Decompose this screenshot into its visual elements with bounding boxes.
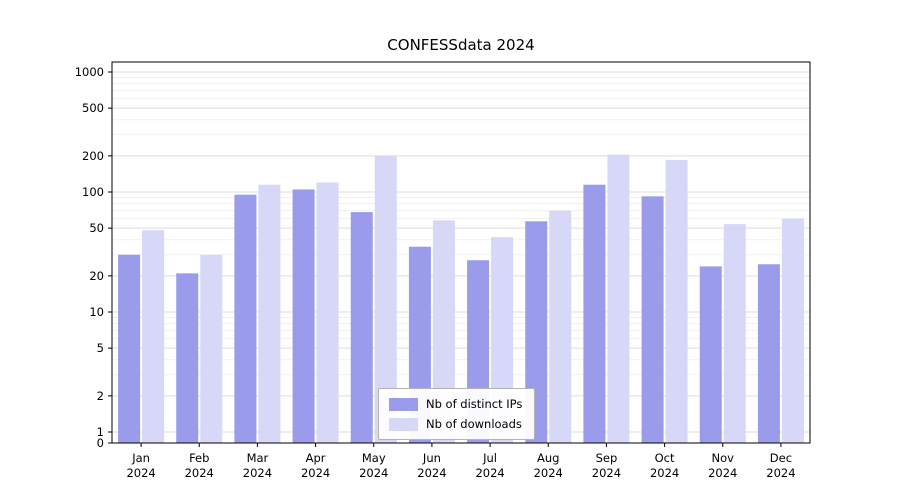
bar-distinct-ips-oct — [641, 196, 664, 443]
bar-downloads-oct — [665, 159, 688, 443]
y-tick-label: 10 — [89, 305, 104, 319]
bar-downloads-jun — [432, 220, 455, 443]
bar-downloads-sep — [607, 154, 630, 443]
x-tick-label: Feb 2024 — [185, 451, 214, 480]
legend-entry-downloads: Nb of downloads — [389, 417, 522, 431]
bar-downloads-jan — [142, 230, 165, 443]
legend-entry-distinct-ips: Nb of distinct IPs — [389, 397, 522, 411]
legend-swatch-downloads — [389, 417, 418, 431]
y-tick-label: 200 — [82, 149, 104, 163]
x-tick-label: May 2024 — [359, 451, 388, 480]
x-tick-label: Mar 2024 — [243, 451, 272, 480]
y-tick-label: 500 — [82, 101, 104, 115]
bar-downloads-feb — [200, 254, 223, 443]
x-tick-label: Jun 2024 — [417, 451, 446, 480]
x-tick-label: Sep 2024 — [592, 451, 621, 480]
plot-frame — [111, 61, 811, 444]
x-tick-label: Nov 2024 — [708, 451, 737, 480]
bar-distinct-ips-may — [350, 212, 373, 443]
legend-swatch-distinct-ips — [389, 397, 418, 411]
y-tick-label: 5 — [97, 341, 104, 355]
x-tick-label: Apr 2024 — [301, 451, 330, 480]
y-tick-label: 1000 — [75, 65, 104, 79]
bar-downloads-mar — [258, 184, 281, 444]
bar-downloads-aug — [549, 210, 572, 443]
legend: Nb of distinct IPs Nb of downloads — [378, 388, 536, 440]
legend-label-distinct-ips: Nb of distinct IPs — [426, 397, 523, 411]
bar-distinct-ips-aug — [525, 221, 548, 443]
y-tick-label: 50 — [89, 221, 104, 235]
chart-title: CONFESSdata 2024 — [387, 36, 535, 54]
x-tick-label: Dec 2024 — [766, 451, 795, 480]
bar-downloads-nov — [723, 224, 746, 443]
bar-downloads-dec — [781, 218, 804, 443]
bar-distinct-ips-apr — [292, 189, 315, 443]
y-tick-label: 1 — [97, 425, 104, 439]
y-tick-label: 20 — [89, 269, 104, 283]
bar-distinct-ips-dec — [757, 264, 780, 443]
bar-distinct-ips-feb — [176, 273, 199, 443]
y-tick-label: 2 — [97, 389, 104, 403]
bar-distinct-ips-nov — [699, 266, 722, 443]
bar-distinct-ips-jan — [118, 254, 141, 443]
x-tick-label: Jan 2024 — [126, 451, 155, 480]
x-tick-label: Oct 2024 — [650, 451, 679, 480]
legend-label-downloads: Nb of downloads — [426, 417, 522, 431]
bar-downloads-apr — [316, 182, 339, 444]
y-tick-label: 100 — [82, 185, 104, 199]
y-tick-label: 0 — [97, 436, 104, 450]
x-tick-label: Jul 2024 — [475, 451, 504, 480]
bar-distinct-ips-mar — [234, 194, 257, 443]
bar-distinct-ips-sep — [583, 184, 606, 444]
x-tick-label: Aug 2024 — [534, 451, 563, 480]
bar-downloads-may — [374, 155, 397, 443]
